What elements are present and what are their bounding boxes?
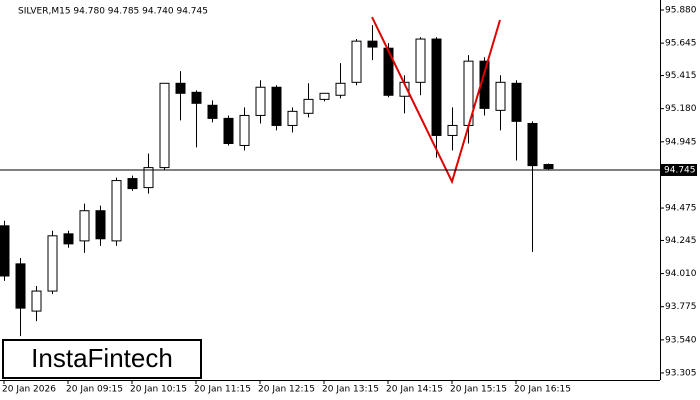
- candle-body: [431, 38, 442, 136]
- candle-body: [543, 163, 554, 170]
- candle-body: [175, 82, 186, 94]
- candle-body: [159, 82, 170, 169]
- y-tick-label: 95.415: [665, 71, 697, 81]
- y-tick-label: 93.540: [665, 335, 697, 345]
- candle-body: [0, 225, 10, 277]
- y-tick-label: 94.010: [665, 269, 697, 279]
- y-tick-label: 95.645: [665, 39, 697, 49]
- candle-body: [319, 92, 330, 100]
- candle-body: [495, 81, 506, 111]
- x-tick-label: 20 Jan 15:15: [450, 385, 507, 395]
- candle-body: [207, 104, 218, 119]
- y-tick-label: 95.880: [665, 6, 697, 16]
- current-price-box: [661, 163, 697, 176]
- x-tick-label: 20 Jan 09:15: [66, 385, 123, 395]
- y-tick-label: 94.945: [665, 137, 697, 147]
- x-tick-label: 20 Jan 11:15: [194, 385, 251, 395]
- candle-body: [127, 178, 138, 190]
- candle-body: [527, 122, 538, 167]
- candle-body: [111, 180, 122, 242]
- candle-body: [47, 235, 58, 292]
- current-price-label: 94.745: [664, 165, 696, 175]
- logo-box: [2, 339, 202, 379]
- candle-body: [367, 40, 378, 48]
- candle-body: [239, 114, 250, 146]
- candle-body: [191, 91, 202, 104]
- candle-body: [447, 124, 458, 136]
- logo: InstaFintech: [31, 343, 173, 373]
- x-tick-label: 20 Jan 12:15: [258, 385, 315, 395]
- x-tick-label: 20 Jan 14:15: [386, 385, 443, 395]
- candle-body: [335, 82, 346, 96]
- y-tick-label: 94.475: [665, 204, 697, 214]
- candle-body: [303, 98, 314, 114]
- pattern-line: [371, 16, 501, 185]
- candle-body: [511, 82, 522, 122]
- candle-body: [31, 290, 42, 312]
- candle-body: [271, 86, 282, 126]
- x-tick-label: 20 Jan 13:15: [322, 385, 379, 395]
- x-tick-label: 20 Jan 16:15: [514, 385, 571, 395]
- x-tick-label: 20 Jan 2026: [2, 385, 56, 395]
- y-tick-label: 93.775: [665, 302, 697, 312]
- x-tick-label: 20 Jan 10:15: [130, 385, 187, 395]
- candle-body: [143, 167, 154, 189]
- candle-body: [415, 38, 426, 83]
- candle-body: [95, 210, 106, 240]
- y-tick-label: 94.245: [665, 236, 697, 246]
- candle-body: [351, 40, 362, 83]
- chart-title: SILVER,M15 94.780 94.785 94.740 94.745: [18, 7, 208, 17]
- y-tick-label: 93.305: [665, 368, 697, 378]
- y-tick-label: 95.180: [665, 104, 697, 114]
- candle-body: [63, 233, 74, 245]
- candle-body: [287, 110, 298, 126]
- candle-body: [255, 86, 266, 116]
- candle-body: [15, 263, 26, 309]
- candle-body: [223, 117, 234, 144]
- candle-body: [383, 47, 394, 96]
- candle-body: [79, 210, 90, 242]
